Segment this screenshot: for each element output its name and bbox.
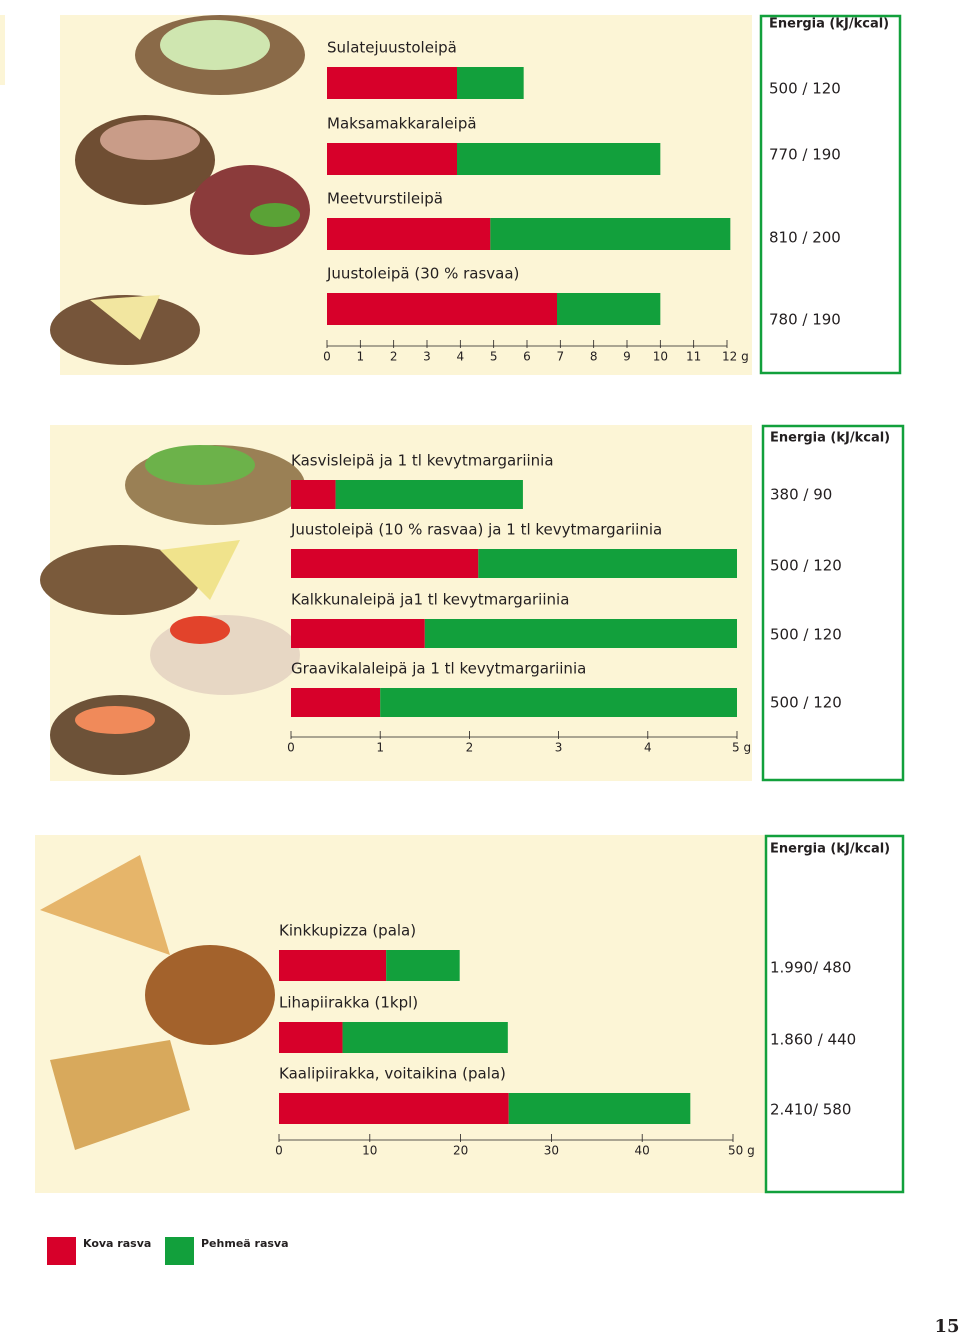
bar-segment — [386, 950, 460, 981]
energy-value: 500 / 120 — [770, 557, 842, 575]
bar-segment — [424, 619, 737, 648]
x-tick-label: 8 — [590, 350, 598, 364]
bar-segment — [327, 67, 457, 99]
legend-label: Pehmeä rasva — [201, 1237, 289, 1250]
category-label: Meetvurstileipä — [327, 190, 443, 208]
category-label: Graavikalaleipä ja 1 tl kevytmargariinia — [291, 660, 586, 678]
bar-segment — [291, 688, 381, 717]
bar-segment — [291, 549, 479, 578]
category-label: Juustoleipä (30 % rasvaa) — [326, 265, 519, 283]
energy-value: 1.860 / 440 — [770, 1031, 856, 1049]
x-tick-label: 4 — [644, 741, 652, 755]
x-tick-label: 40 — [635, 1144, 650, 1158]
energy-header: Energia (kJ/kcal) — [769, 17, 889, 32]
bar-segment — [291, 619, 425, 648]
x-tick-label: 1 — [376, 741, 384, 755]
energy-value: 500 / 120 — [769, 80, 841, 98]
category-label: Sulatejuustoleipä — [327, 39, 457, 57]
page-number: 15 — [934, 1316, 959, 1334]
x-tick-label: 9 — [623, 350, 631, 364]
energy-value: 500 / 120 — [770, 626, 842, 644]
bar-segment — [380, 688, 737, 717]
legend-label: Kova rasva — [83, 1237, 151, 1250]
bar-segment — [457, 143, 661, 175]
bar-segment — [557, 293, 661, 325]
bar-segment — [279, 1022, 343, 1053]
category-label: Maksamakkaraleipä — [327, 115, 477, 133]
x-tick-label: 4 — [457, 350, 465, 364]
bar-segment — [508, 1093, 691, 1124]
bar-segment — [457, 67, 524, 99]
bar-segment — [335, 480, 523, 509]
energy-header: Energia (kJ/kcal) — [770, 431, 890, 446]
x-tick-label: 10 — [362, 1144, 377, 1158]
x-tick-label: 1 — [357, 350, 365, 364]
x-tick-label: 7 — [557, 350, 565, 364]
x-tick-label: 6 — [523, 350, 531, 364]
bar-segment — [291, 480, 336, 509]
x-tick-label: 12 g — [722, 350, 749, 364]
x-tick-label: 30 — [544, 1144, 559, 1158]
energy-value: 770 / 190 — [769, 146, 841, 164]
bar-segment — [279, 1093, 509, 1124]
bar-segment — [490, 218, 731, 250]
x-tick-label: 5 g — [732, 741, 751, 755]
x-tick-label: 10 — [653, 350, 668, 364]
bar-segment — [327, 143, 457, 175]
category-label: Juustoleipä (10 % rasvaa) ja 1 tl kevytm… — [290, 521, 662, 539]
bar-segment — [279, 950, 387, 981]
x-tick-label: 3 — [555, 741, 563, 755]
x-tick-label: 11 — [686, 350, 701, 364]
legend: Kova rasva Pehmeä rasva — [47, 1237, 289, 1265]
x-tick-label: 2 — [390, 350, 398, 364]
bar-segment — [327, 218, 491, 250]
energy-header: Energia (kJ/kcal) — [770, 842, 890, 857]
bar-segment — [342, 1022, 508, 1053]
energy-value: 810 / 200 — [769, 229, 841, 247]
x-tick-label: 20 — [453, 1144, 468, 1158]
energy-value: 380 / 90 — [770, 486, 832, 504]
x-tick-label: 2 — [466, 741, 474, 755]
bar-segment — [478, 549, 737, 578]
category-label: Kasvisleipä ja 1 tl kevytmargariinia — [291, 452, 554, 470]
x-tick-label: 50 g — [728, 1144, 755, 1158]
legend-swatch — [47, 1237, 76, 1265]
energy-value: 500 / 120 — [770, 694, 842, 712]
x-tick-label: 3 — [423, 350, 431, 364]
category-label: Kalkkunaleipä ja1 tl kevytmargariinia — [291, 591, 569, 609]
charts: Energia (kJ/kcal) Sulatejuustoleipä 500 / … — [275, 17, 890, 1158]
x-tick-label: 0 — [275, 1144, 283, 1158]
energy-value: 2.410/ 580 — [770, 1101, 851, 1119]
category-label: Kinkkupizza (pala) — [279, 922, 416, 940]
x-tick-label: 5 — [490, 350, 498, 364]
x-tick-label: 0 — [287, 741, 295, 755]
bar-segment — [327, 293, 557, 325]
energy-value: 780 / 190 — [769, 311, 841, 329]
category-label: Kaalipiirakka, voitaikina (pala) — [279, 1065, 506, 1083]
category-label: Lihapiirakka (1kpl) — [279, 994, 418, 1012]
energy-value: 1.990/ 480 — [770, 959, 851, 977]
legend-swatch — [165, 1237, 194, 1265]
x-tick-label: 0 — [323, 350, 331, 364]
